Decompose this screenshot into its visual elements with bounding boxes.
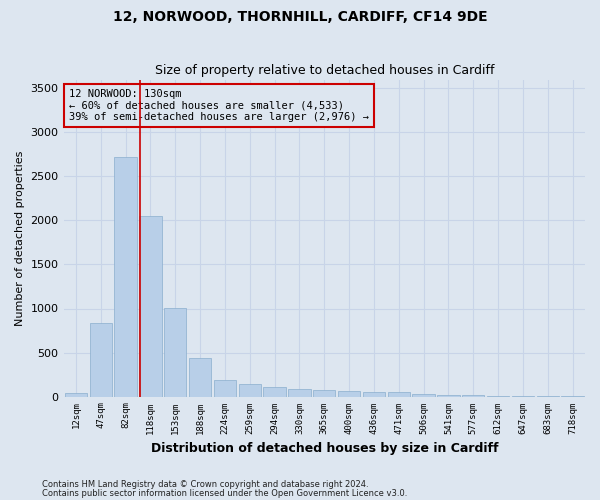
Bar	[388, 392, 410, 396]
Bar	[115, 157, 137, 396]
Bar	[89, 322, 112, 396]
Text: Contains public sector information licensed under the Open Government Licence v3: Contains public sector information licen…	[42, 489, 407, 498]
Text: 12, NORWOOD, THORNHILL, CARDIFF, CF14 9DE: 12, NORWOOD, THORNHILL, CARDIFF, CF14 9D…	[113, 10, 487, 24]
Title: Size of property relative to detached houses in Cardiff: Size of property relative to detached ho…	[155, 64, 494, 77]
X-axis label: Distribution of detached houses by size in Cardiff: Distribution of detached houses by size …	[151, 442, 498, 455]
Bar	[338, 391, 360, 396]
Bar	[437, 395, 460, 396]
Text: Contains HM Land Registry data © Crown copyright and database right 2024.: Contains HM Land Registry data © Crown c…	[42, 480, 368, 489]
Bar	[462, 395, 484, 396]
Bar	[288, 388, 311, 396]
Bar	[412, 394, 435, 396]
Bar	[363, 392, 385, 396]
Bar	[164, 308, 187, 396]
Bar	[263, 387, 286, 396]
Bar	[189, 358, 211, 397]
Bar	[214, 380, 236, 396]
Bar	[65, 392, 87, 396]
Bar	[139, 216, 161, 396]
Text: 12 NORWOOD: 130sqm
← 60% of detached houses are smaller (4,533)
39% of semi-deta: 12 NORWOOD: 130sqm ← 60% of detached hou…	[69, 89, 369, 122]
Bar	[313, 390, 335, 396]
Bar	[239, 384, 261, 396]
Y-axis label: Number of detached properties: Number of detached properties	[15, 150, 25, 326]
